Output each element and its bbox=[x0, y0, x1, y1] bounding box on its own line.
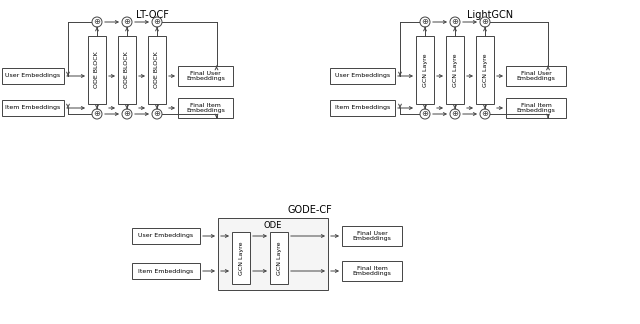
Circle shape bbox=[92, 17, 102, 27]
Text: GCN Layre: GCN Layre bbox=[422, 53, 428, 87]
Text: GCN Layre: GCN Layre bbox=[276, 241, 282, 275]
Text: ODE BLOCK: ODE BLOCK bbox=[95, 52, 99, 88]
Circle shape bbox=[450, 17, 460, 27]
Text: Final Item
Embeddings: Final Item Embeddings bbox=[516, 103, 556, 113]
Circle shape bbox=[450, 109, 460, 119]
Text: GCN Layre: GCN Layre bbox=[239, 241, 243, 275]
Text: LT-OCF: LT-OCF bbox=[136, 10, 168, 20]
Text: LightGCN: LightGCN bbox=[467, 10, 513, 20]
Bar bbox=[342, 226, 402, 246]
Circle shape bbox=[92, 109, 102, 119]
Circle shape bbox=[122, 17, 132, 27]
Text: ⊕: ⊕ bbox=[93, 110, 100, 119]
Text: ⊕: ⊕ bbox=[154, 110, 161, 119]
Text: ODE BLOCK: ODE BLOCK bbox=[154, 52, 159, 88]
Circle shape bbox=[420, 109, 430, 119]
Text: GCN Layre: GCN Layre bbox=[452, 53, 458, 87]
Text: ⊕: ⊕ bbox=[124, 17, 131, 27]
Text: Item Embeddings: Item Embeddings bbox=[5, 106, 61, 110]
Bar bbox=[330, 100, 395, 116]
Text: ⊕: ⊕ bbox=[422, 17, 429, 27]
Bar bbox=[178, 66, 233, 86]
Text: ⊕: ⊕ bbox=[124, 110, 131, 119]
Text: User Embeddings: User Embeddings bbox=[5, 74, 61, 78]
Bar bbox=[88, 36, 106, 104]
Bar bbox=[476, 36, 494, 104]
Text: ⊕: ⊕ bbox=[451, 110, 458, 119]
Bar bbox=[2, 100, 64, 116]
Bar bbox=[270, 232, 288, 284]
Text: Item Embeddings: Item Embeddings bbox=[138, 269, 194, 273]
Bar bbox=[446, 36, 464, 104]
Text: GODE-CF: GODE-CF bbox=[287, 205, 332, 215]
Text: ⊕: ⊕ bbox=[154, 17, 161, 27]
Text: User Embeddings: User Embeddings bbox=[335, 74, 390, 78]
Text: GCN Layre: GCN Layre bbox=[483, 53, 488, 87]
Text: ⊕: ⊕ bbox=[93, 17, 100, 27]
Text: ODE BLOCK: ODE BLOCK bbox=[125, 52, 129, 88]
Text: Final Item
Embeddings: Final Item Embeddings bbox=[186, 103, 225, 113]
Text: ODE: ODE bbox=[264, 222, 282, 230]
Bar bbox=[132, 228, 200, 244]
Bar bbox=[506, 66, 566, 86]
Bar bbox=[232, 232, 250, 284]
Text: User Embeddings: User Embeddings bbox=[138, 234, 193, 238]
Text: Item Embeddings: Item Embeddings bbox=[335, 106, 390, 110]
Bar bbox=[218, 218, 328, 290]
Circle shape bbox=[152, 109, 162, 119]
Text: ⊕: ⊕ bbox=[481, 17, 488, 27]
Bar bbox=[132, 263, 200, 279]
Bar bbox=[342, 261, 402, 281]
Circle shape bbox=[420, 17, 430, 27]
Bar bbox=[148, 36, 166, 104]
Text: Final User
Embeddings: Final User Embeddings bbox=[186, 71, 225, 81]
Text: Final User
Embeddings: Final User Embeddings bbox=[353, 231, 392, 241]
Text: Final Item
Embeddings: Final Item Embeddings bbox=[353, 266, 392, 276]
Bar bbox=[2, 68, 64, 84]
Bar bbox=[330, 68, 395, 84]
Circle shape bbox=[122, 109, 132, 119]
Bar bbox=[118, 36, 136, 104]
Bar bbox=[506, 98, 566, 118]
Text: Final User
Embeddings: Final User Embeddings bbox=[516, 71, 556, 81]
Circle shape bbox=[152, 17, 162, 27]
Bar bbox=[178, 98, 233, 118]
Bar bbox=[416, 36, 434, 104]
Circle shape bbox=[480, 109, 490, 119]
Circle shape bbox=[480, 17, 490, 27]
Text: ⊕: ⊕ bbox=[481, 110, 488, 119]
Text: ⊕: ⊕ bbox=[451, 17, 458, 27]
Text: ⊕: ⊕ bbox=[422, 110, 429, 119]
